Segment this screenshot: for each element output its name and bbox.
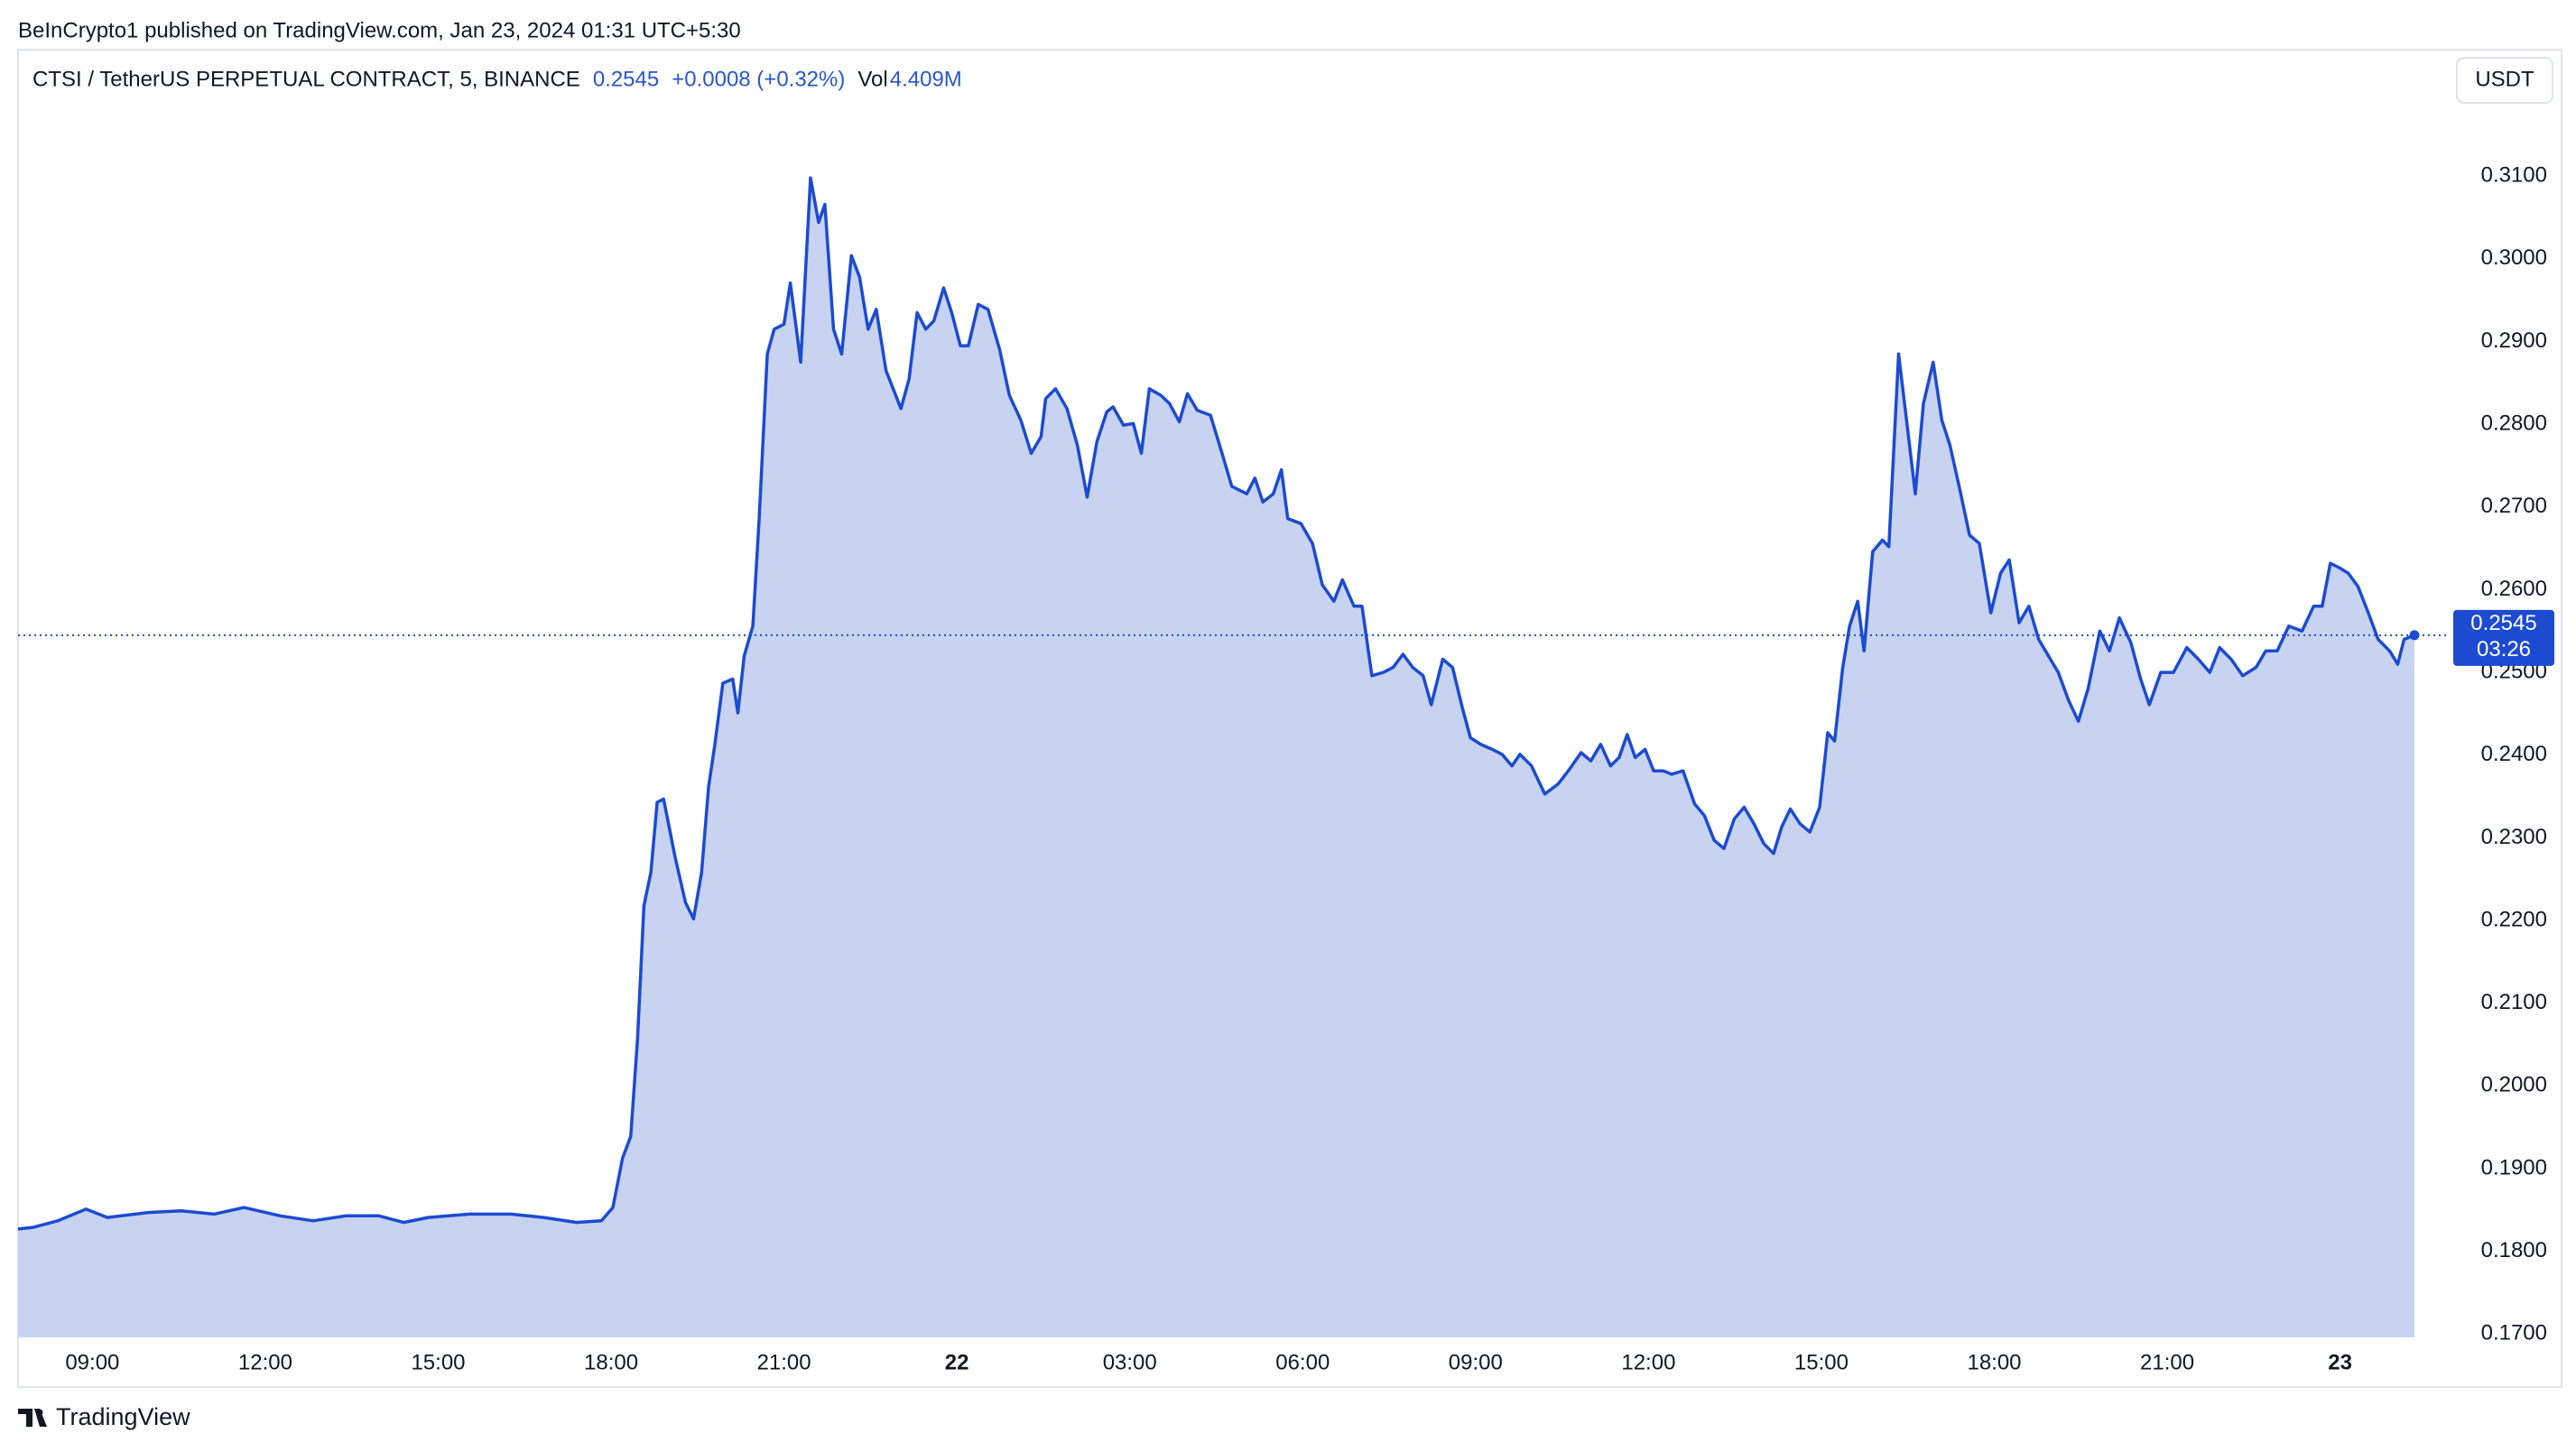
y-tick-label: 0.2100 — [2481, 990, 2547, 1014]
price-line — [17, 176, 2415, 1231]
y-tick-label: 0.2900 — [2481, 328, 2547, 353]
y-tick-label: 0.3100 — [2481, 163, 2547, 188]
x-tick-label: 22 — [945, 1350, 969, 1374]
symbol: CTSI / TetherUS PERPETUAL CONTRACT, 5, B… — [32, 67, 580, 91]
last-price-label: 0.2545 — [2470, 611, 2536, 635]
published-note: BeInCrypto1 published on TradingView.com… — [18, 18, 741, 42]
x-tick-label: 03:00 — [1103, 1350, 1157, 1374]
tradingview-logo — [18, 1409, 47, 1427]
logo-dot — [36, 1409, 43, 1416]
price-change: +0.0008 (+0.32%) — [672, 67, 845, 91]
y-tick-label: 0.1900 — [2481, 1155, 2547, 1179]
x-tick-label: 21:00 — [757, 1350, 811, 1374]
y-tick-label: 0.1800 — [2481, 1238, 2547, 1262]
y-tick-label: 0.2600 — [2481, 577, 2547, 601]
x-tick-label: 15:00 — [1794, 1350, 1849, 1374]
countdown: 03:26 — [2477, 637, 2531, 661]
x-tick-label: 12:00 — [1621, 1350, 1675, 1374]
y-tick-label: 0.2200 — [2481, 907, 2547, 931]
y-tick-label: 0.2400 — [2481, 742, 2547, 766]
currency-button[interactable] — [2456, 57, 2553, 104]
brand: TradingView — [56, 1403, 190, 1430]
y-tick-label: 0.2000 — [2481, 1073, 2547, 1097]
x-tick-label: 18:00 — [584, 1350, 638, 1374]
y-tick-label: 0.3000 — [2481, 245, 2547, 270]
volume-label: Vol — [857, 67, 887, 91]
chart-frame — [17, 49, 2562, 1388]
x-tick-label: 21:00 — [2140, 1350, 2194, 1374]
x-tick-label: 15:00 — [411, 1350, 465, 1374]
x-tick-label: 23 — [2328, 1350, 2352, 1374]
last-point — [2409, 630, 2420, 641]
x-tick-label: 06:00 — [1275, 1350, 1330, 1374]
y-tick-label: 0.2700 — [2481, 494, 2547, 518]
volume: 4.409M — [890, 67, 962, 91]
last-price-box — [2453, 609, 2554, 666]
last-price: 0.2545 — [593, 67, 659, 91]
x-tick-label: 09:00 — [1449, 1350, 1503, 1374]
x-tick-label: 09:00 — [65, 1350, 119, 1374]
y-tick-label: 0.1700 — [2481, 1321, 2547, 1346]
y-tick-label: 0.2800 — [2481, 412, 2547, 436]
y-tick-label: 0.2300 — [2481, 825, 2547, 849]
x-tick-label: 18:00 — [1967, 1350, 2021, 1374]
area-fill — [18, 178, 2414, 1338]
currency[interactable]: USDT — [2475, 67, 2534, 91]
x-tick-label: 12:00 — [238, 1350, 292, 1374]
